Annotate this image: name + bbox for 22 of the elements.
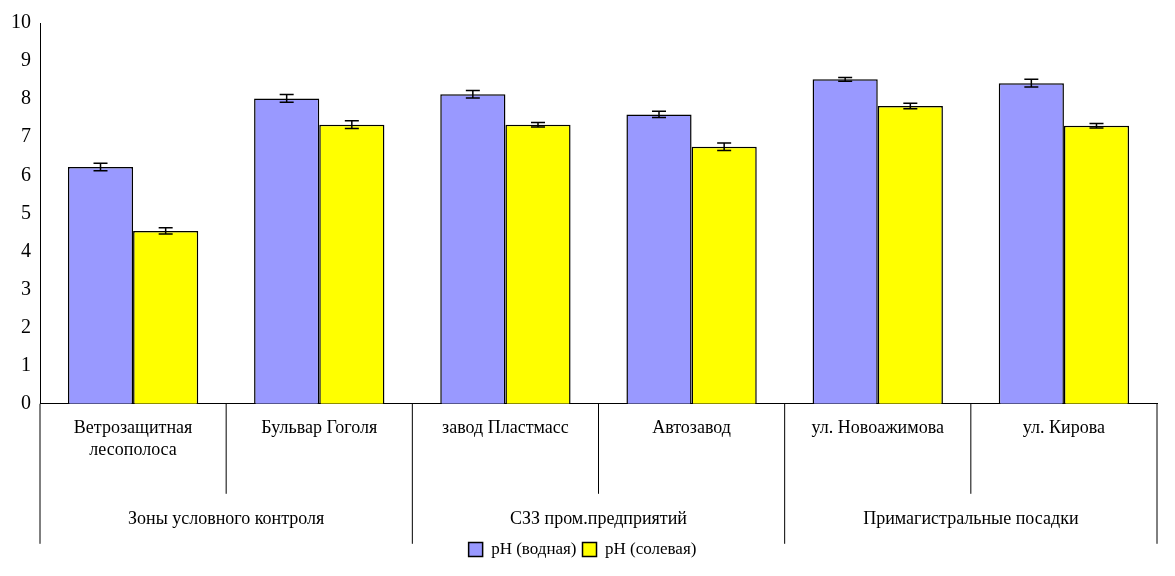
x-tick-label: ул. Кирова [1022, 417, 1105, 438]
y-tick-label: 6 [21, 162, 31, 185]
legend-label: pH (солевая) [605, 538, 697, 558]
y-tick-label: 9 [21, 48, 31, 71]
y-tick-label: 4 [21, 238, 31, 261]
text: Примагистральные посадки [863, 507, 1079, 528]
y-tick-label: 8 [21, 86, 31, 109]
y-tick-label: 5 [21, 200, 31, 223]
x-tick-label: Ветрозащитная лесополоса [73, 417, 193, 459]
y-tick-label: 7 [21, 124, 31, 147]
legend-label: pH (водная) [491, 538, 577, 558]
y-tick-label: 1 [21, 352, 31, 375]
y-tick-label: 0 [21, 391, 31, 414]
text: Зоны условного контроля [127, 507, 325, 528]
x-tick-label: завод Пластмасс [442, 417, 569, 438]
y-tick-label: 10 [11, 10, 31, 33]
x-tick-label: Автозавод [652, 417, 731, 438]
text: СЗЗ пром.предприятий [510, 507, 688, 528]
y-tick-label: 2 [21, 314, 31, 337]
x-tick-label: Бульвар Гоголя [261, 417, 378, 438]
y-tick-label: 3 [21, 276, 31, 299]
x-tick-label: ул. Новоажимова [811, 417, 944, 438]
